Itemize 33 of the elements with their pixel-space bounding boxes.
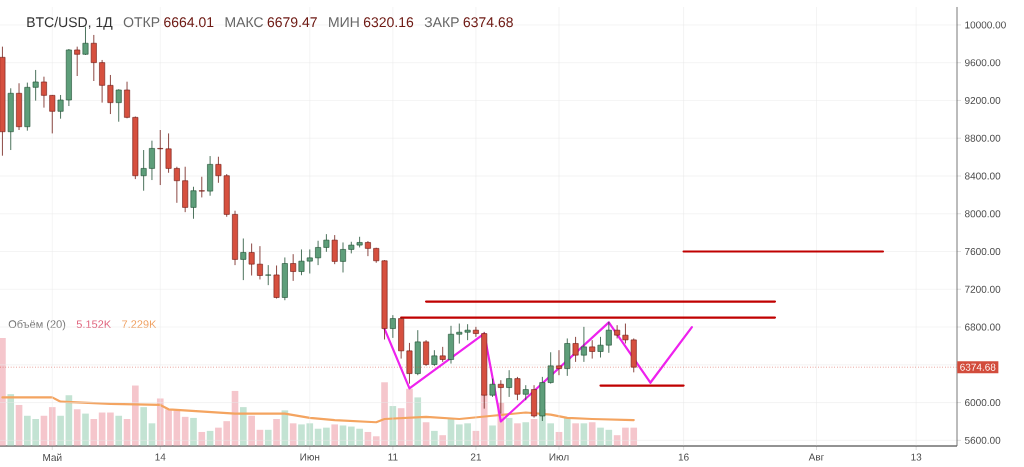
x-tick-label: 21: [470, 453, 481, 461]
ref-line-label: 6374.68: [960, 363, 996, 371]
text: BTC/USD, 1Д: [27, 16, 113, 30]
annotation: 6664.01: [164, 17, 214, 28]
x-tick-label: 14: [155, 453, 166, 461]
annotation: 6374.68: [463, 17, 513, 28]
x-tick-label: Май: [43, 453, 62, 462]
y-tick-label: 6800.00: [965, 323, 1001, 331]
y-tick-label: 9200.00: [965, 96, 1001, 104]
annotation: 7.229K: [122, 320, 157, 329]
x-tick-label: Июл: [549, 453, 569, 461]
y-tick-label: 8400.00: [964, 172, 1001, 180]
annotation: 6679.47: [267, 17, 317, 28]
x-tick-label: 16: [678, 453, 689, 461]
x-tick-label: 13: [911, 453, 922, 461]
annotation: ОТКР: [123, 17, 160, 28]
y-tick-label: 7200.00: [965, 285, 1001, 293]
x-tick-label: 11: [388, 453, 398, 461]
y-tick-label: 8000.00: [964, 210, 1001, 218]
y-tick-label: 5600.00: [964, 436, 1001, 444]
annotation: МИН: [329, 17, 359, 27]
chart-title: Объём (20): [8, 319, 66, 331]
y-tick-label: 7600.00: [965, 247, 1001, 256]
annotation: ЗАКР: [424, 17, 459, 28]
y-tick-label: 9600.00: [965, 59, 1001, 67]
y-tick-label: 8800.00: [964, 134, 1001, 142]
annotation: 6320.16: [363, 17, 414, 28]
y-tick-label: 10000.00: [965, 21, 1006, 29]
annotation: МАКС: [225, 17, 264, 28]
annotation: 5.152K: [76, 320, 112, 329]
x-tick-label: Июн: [300, 453, 320, 461]
y-tick-label: 6000.00: [965, 399, 1001, 407]
x-tick-label: Авг: [808, 453, 825, 461]
